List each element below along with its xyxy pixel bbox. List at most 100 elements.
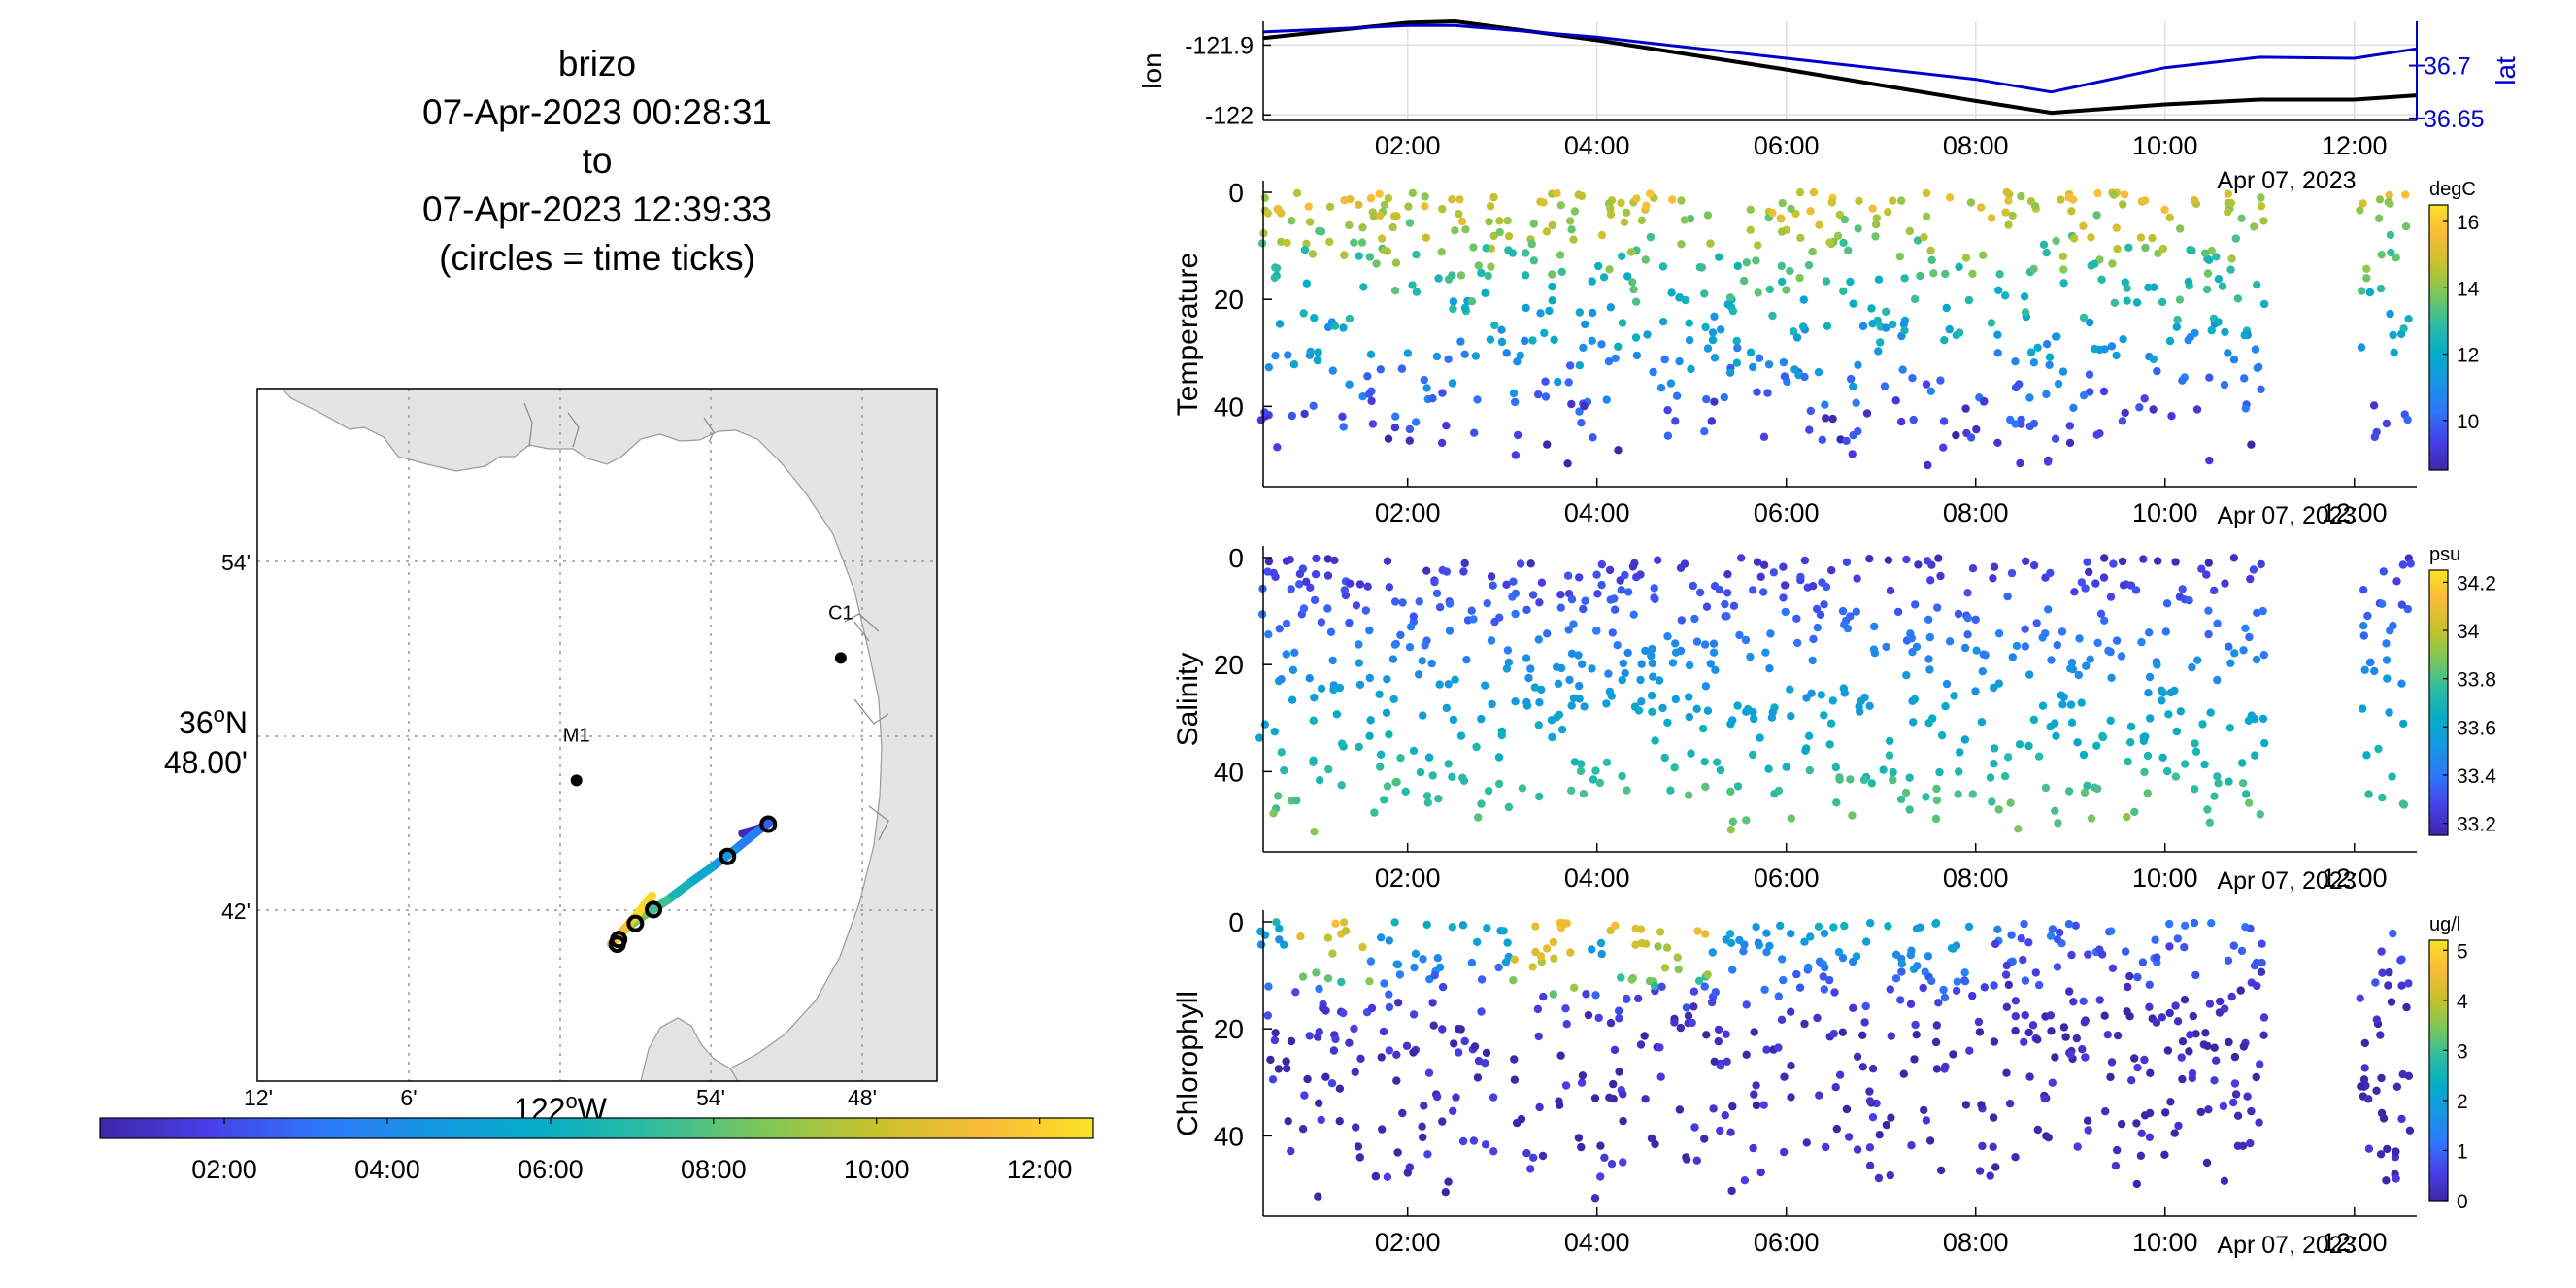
data-point (1385, 990, 1393, 999)
data-point (1778, 198, 1787, 208)
data-point (1435, 603, 1445, 612)
data-point (1567, 701, 1576, 710)
data-point (2011, 420, 2020, 428)
data-point (1330, 322, 1340, 330)
data-point (1986, 773, 1995, 782)
data-point (1484, 787, 1493, 796)
data-point (1483, 924, 1491, 932)
data-point (1737, 554, 1746, 562)
data-point (2130, 1054, 2139, 1063)
data-point (1511, 697, 1520, 706)
data-point (2158, 696, 2166, 705)
data-point (2132, 1179, 2141, 1189)
data-point (1508, 249, 1518, 257)
data-point (2359, 199, 2367, 208)
data-point (1290, 648, 1299, 657)
data-point (1914, 560, 1923, 569)
data-point (1494, 963, 1503, 972)
data-point (2001, 208, 2010, 217)
data-point (2080, 788, 2090, 797)
data-point (1754, 288, 1762, 297)
data-point (1277, 675, 1286, 684)
data-point (1499, 927, 1508, 935)
data-point (2140, 1055, 2149, 1065)
data-point (1575, 695, 1584, 703)
data-point (2259, 651, 2268, 660)
lon-tick-12: 12' (244, 1085, 273, 1110)
data-point (2359, 586, 2368, 594)
data-point (1481, 1140, 1490, 1149)
data-point (1817, 691, 1826, 699)
data-point (1840, 620, 1849, 629)
data-point (1329, 685, 1338, 695)
data-point (1777, 1015, 1787, 1025)
data-point (2165, 1008, 2174, 1018)
data-point (1305, 674, 1314, 683)
data-point (2238, 1141, 2248, 1151)
data-point (2107, 342, 2117, 351)
data-point (1990, 562, 1999, 571)
data-point (1663, 718, 1672, 728)
data-point (2185, 596, 2193, 605)
data-point (1457, 217, 1467, 226)
data-point (2259, 217, 2268, 225)
data-point (1701, 782, 1710, 792)
data-point (1444, 275, 1454, 284)
data-point (2241, 923, 2250, 932)
data-point (2225, 1037, 2233, 1047)
data-point (1275, 625, 1284, 633)
data-point (1685, 712, 1694, 722)
data-point (2364, 790, 2373, 798)
data-point (2110, 298, 2120, 307)
data-point (1554, 377, 1562, 387)
data-point (2139, 555, 2148, 563)
data-point (2051, 806, 2059, 815)
data-point (1393, 999, 1403, 1007)
data-point (2052, 731, 2060, 740)
data-point (1448, 379, 1457, 388)
data-point (1321, 1072, 1330, 1082)
data-point (2108, 259, 2117, 268)
data-point (1354, 1142, 1363, 1151)
data-point (1884, 922, 1892, 931)
data-point (1927, 255, 1936, 264)
data-point (1584, 1010, 1593, 1020)
data-point (1939, 443, 1948, 452)
data-point (1685, 693, 1693, 701)
data-point (2011, 1153, 2020, 1162)
y-tick-label: 20 (1214, 285, 1244, 315)
data-point (2236, 986, 2245, 995)
data-point (1444, 1177, 1453, 1186)
data-point (1782, 763, 1790, 771)
data-point (2146, 714, 2155, 723)
data-point (1303, 1074, 1312, 1084)
data-point (1991, 939, 2000, 949)
data-point (1495, 227, 1504, 237)
x-tick-label: 06:00 (1754, 1228, 1820, 1257)
data-point (2124, 757, 2132, 766)
data-point (2210, 1076, 2219, 1085)
data-point (2205, 1000, 2215, 1008)
data-point (2123, 296, 2131, 305)
data-point (1650, 584, 1658, 593)
data-point (1448, 195, 1456, 204)
data-point (2221, 579, 2229, 588)
data-point (1852, 952, 1861, 961)
data-point (2141, 732, 2150, 741)
data-point (1707, 417, 1717, 425)
data-point (2229, 356, 2239, 364)
data-point (1270, 1035, 1280, 1045)
data-point (1574, 1134, 1584, 1142)
data-point (2084, 950, 2092, 959)
station-dot (570, 774, 583, 787)
data-point (2144, 689, 2153, 697)
data-point (1323, 604, 1332, 613)
data-point (1617, 198, 1625, 208)
data-point (2086, 318, 2094, 327)
data-point (1470, 1042, 1480, 1051)
data-point (1641, 255, 1651, 264)
data-point (1932, 796, 1942, 805)
data-point (2251, 751, 2259, 760)
data-point (2376, 284, 2386, 293)
